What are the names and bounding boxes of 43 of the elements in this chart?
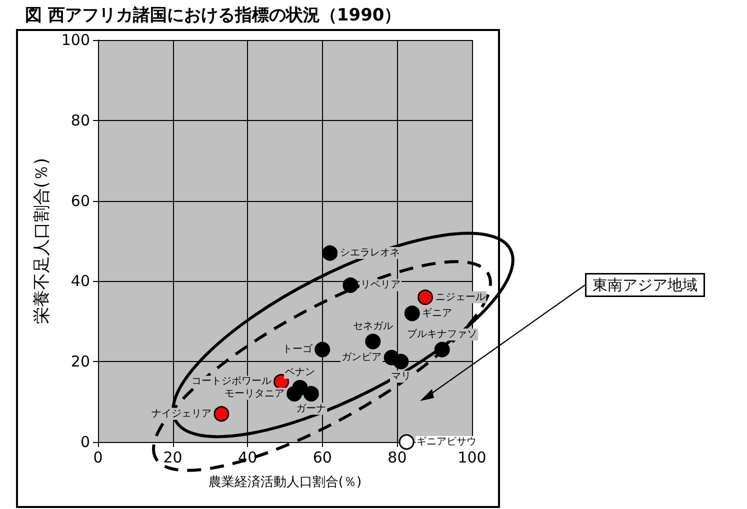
chart-title: 図 西アフリカ諸国における指標の状況（1990） bbox=[25, 6, 402, 26]
point bbox=[434, 342, 450, 358]
point bbox=[322, 245, 338, 261]
annotation: ニジェール bbox=[435, 292, 486, 303]
annotation: ベナン bbox=[284, 367, 315, 378]
point bbox=[286, 386, 302, 402]
annotation: ブルキナファソ bbox=[407, 328, 478, 340]
annotation: マリ bbox=[390, 371, 411, 382]
point bbox=[393, 354, 409, 370]
point bbox=[214, 406, 230, 422]
x-tick-label: 20 bbox=[163, 448, 182, 466]
point bbox=[418, 290, 433, 306]
annotation: ナイジェリア bbox=[151, 408, 212, 420]
x-tick-label: 100 bbox=[458, 448, 486, 466]
annotation: ギニアビサウ bbox=[416, 436, 477, 448]
y-tick-label: 0 bbox=[80, 433, 90, 451]
annotation: ガーナ bbox=[296, 403, 326, 414]
y-tick-label: 80 bbox=[70, 111, 90, 130]
annotation: リベリア bbox=[360, 280, 400, 291]
y-tick-label: 100 bbox=[61, 31, 90, 49]
x-tick-label: 80 bbox=[388, 448, 407, 466]
point bbox=[398, 434, 414, 450]
annotation: セネガル bbox=[352, 321, 393, 332]
x-tick-label: 60 bbox=[312, 448, 332, 466]
annotation: ギニア bbox=[422, 306, 452, 319]
annotation: コートジボワール bbox=[191, 376, 272, 388]
annotation: モーリタニア bbox=[224, 388, 284, 400]
y-tick-label: 60 bbox=[70, 192, 90, 210]
point bbox=[274, 374, 290, 390]
y-tick-label: 40 bbox=[70, 272, 90, 290]
point bbox=[314, 342, 330, 358]
point bbox=[303, 386, 319, 402]
annotation: ガンビア bbox=[342, 352, 382, 364]
y-tick-label: 20 bbox=[70, 352, 90, 371]
text: 東南アジア地域 bbox=[592, 276, 698, 294]
annotation: シエラレオネ bbox=[340, 248, 400, 259]
y-axis-title: 栄養不足人口割合(％) bbox=[32, 158, 52, 324]
x-tick-label: 0 bbox=[93, 448, 103, 466]
point bbox=[404, 306, 420, 322]
point bbox=[365, 334, 381, 350]
point bbox=[342, 277, 358, 293]
annotation: トーゴ bbox=[282, 343, 314, 356]
x-axis-title: 農業経済活動人口割合(％) bbox=[208, 474, 362, 490]
